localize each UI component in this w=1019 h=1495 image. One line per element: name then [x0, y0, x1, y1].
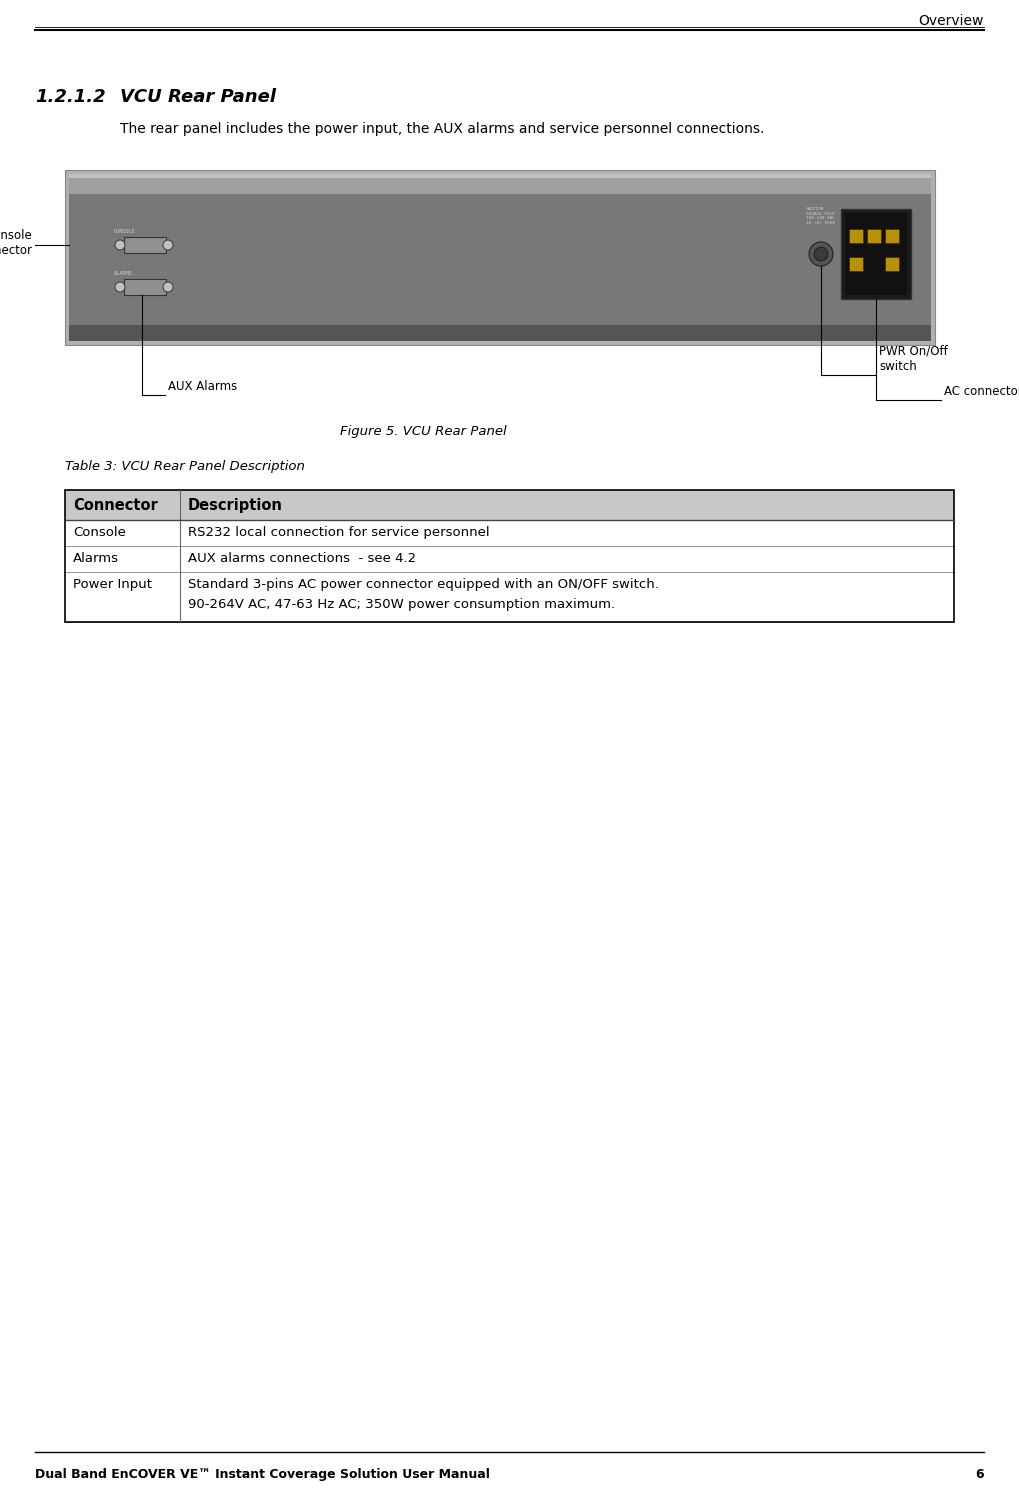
- Text: RS232 local connection for service personnel: RS232 local connection for service perso…: [187, 526, 489, 540]
- Bar: [124, 238, 166, 253]
- Bar: [65, 573, 954, 622]
- Text: Standard 3-pins AC power connector equipped with an ON/OFF switch.: Standard 3-pins AC power connector equip…: [187, 579, 659, 591]
- Text: Console
connector: Console connector: [0, 229, 32, 257]
- Bar: [69, 173, 931, 178]
- Circle shape: [115, 241, 125, 250]
- Bar: [849, 229, 863, 244]
- Circle shape: [163, 283, 173, 292]
- Text: Power Input: Power Input: [73, 579, 152, 591]
- Text: CAUTION
DOUBLE POLE
100-240 VAC
16 (8) 250V: CAUTION DOUBLE POLE 100-240 VAC 16 (8) 2…: [806, 206, 835, 224]
- Circle shape: [163, 241, 173, 250]
- Text: Description: Description: [187, 498, 283, 513]
- Bar: [841, 209, 911, 299]
- Bar: [65, 490, 954, 520]
- Bar: [845, 212, 907, 295]
- Text: CONSOLE: CONSOLE: [114, 229, 136, 235]
- Text: Overview: Overview: [918, 13, 984, 28]
- Text: AUX Alarms: AUX Alarms: [168, 380, 237, 393]
- Bar: [69, 173, 931, 194]
- Bar: [69, 173, 931, 341]
- Text: Alarms: Alarms: [73, 552, 119, 565]
- Bar: [69, 324, 931, 341]
- Bar: [884, 229, 899, 244]
- Text: ALARMS: ALARMS: [114, 271, 132, 277]
- Text: 6: 6: [975, 1468, 984, 1482]
- Bar: [65, 170, 935, 345]
- Text: PWR On/Off
switch: PWR On/Off switch: [879, 345, 948, 372]
- Circle shape: [115, 283, 125, 292]
- Bar: [884, 257, 899, 271]
- Text: AC connector: AC connector: [944, 386, 1019, 398]
- Text: Console: Console: [73, 526, 126, 540]
- Text: Dual Band EnCOVER VE™ Instant Coverage Solution User Manual: Dual Band EnCOVER VE™ Instant Coverage S…: [35, 1468, 490, 1482]
- Bar: [65, 520, 954, 546]
- Bar: [849, 257, 863, 271]
- Bar: [867, 229, 881, 244]
- Text: Connector: Connector: [73, 498, 158, 513]
- Text: VCU Rear Panel: VCU Rear Panel: [120, 88, 276, 106]
- Bar: [65, 490, 954, 622]
- Text: 1.2.1.2: 1.2.1.2: [35, 88, 106, 106]
- Text: Figure 5. VCU Rear Panel: Figure 5. VCU Rear Panel: [340, 425, 506, 438]
- Text: AUX alarms connections  - see 4.2: AUX alarms connections - see 4.2: [187, 552, 416, 565]
- Text: Table 3: VCU Rear Panel Description: Table 3: VCU Rear Panel Description: [65, 460, 305, 472]
- Bar: [124, 280, 166, 295]
- Circle shape: [809, 242, 833, 266]
- Bar: [65, 546, 954, 573]
- Text: The rear panel includes the power input, the AUX alarms and service personnel co: The rear panel includes the power input,…: [120, 123, 764, 136]
- Circle shape: [814, 247, 828, 262]
- Text: 90-264V AC, 47-63 Hz AC; 350W power consumption maximum.: 90-264V AC, 47-63 Hz AC; 350W power cons…: [187, 598, 615, 611]
